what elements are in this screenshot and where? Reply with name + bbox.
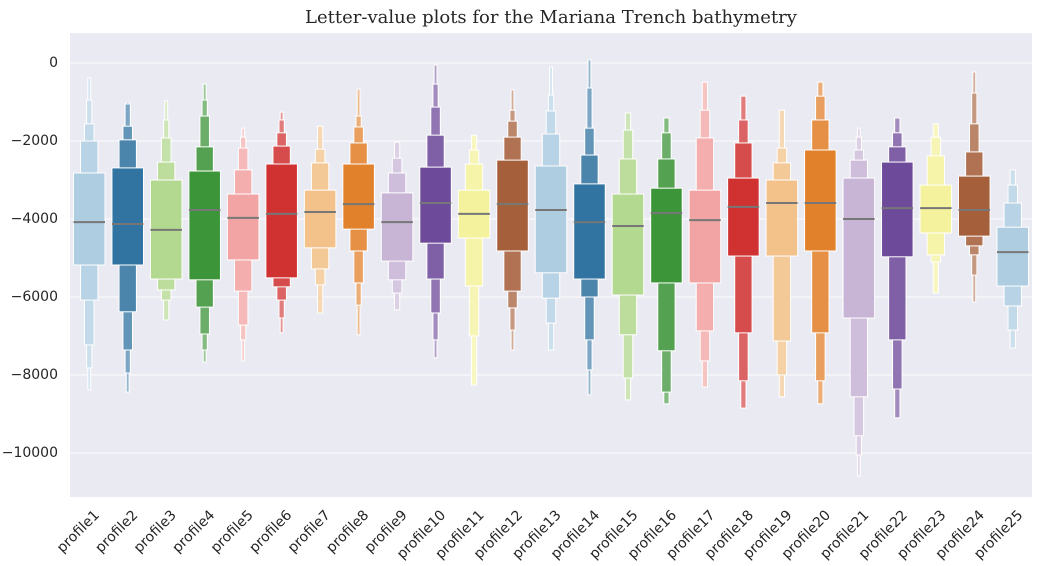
letter-value-box bbox=[804, 149, 837, 252]
letter-value-box bbox=[226, 193, 260, 261]
letter-value-box bbox=[72, 172, 106, 266]
letter-value-box bbox=[688, 189, 722, 284]
letter-value-box bbox=[611, 193, 645, 296]
letter-value-box bbox=[765, 179, 799, 257]
y-tick-label: −6000 bbox=[11, 289, 58, 305]
letter-value-box bbox=[303, 189, 337, 249]
y-tick-label: −8000 bbox=[11, 367, 58, 383]
letter-value-box bbox=[534, 165, 568, 274]
letter-value-box bbox=[881, 161, 914, 258]
letter-value-box bbox=[996, 226, 1030, 287]
chart-title: Letter-value plots for the Mariana Trenc… bbox=[305, 7, 798, 28]
letter-value-box bbox=[496, 159, 529, 252]
letter-value-box bbox=[958, 175, 991, 237]
letter-value-box bbox=[342, 163, 375, 230]
letter-value-box bbox=[419, 166, 452, 244]
letter-value-box bbox=[265, 163, 298, 279]
letter-value-box bbox=[842, 177, 876, 319]
y-tick-label: −10000 bbox=[2, 445, 58, 461]
y-tick-label: −4000 bbox=[11, 211, 58, 227]
letter-value-box bbox=[188, 170, 221, 281]
letter-value-box bbox=[650, 187, 683, 284]
letter-value-box bbox=[573, 183, 606, 280]
letter-value-box bbox=[111, 167, 144, 266]
y-tick-label: 0 bbox=[49, 55, 58, 71]
letter-value-box bbox=[727, 177, 760, 257]
letter-value-box bbox=[380, 192, 414, 262]
y-tick-label: −2000 bbox=[11, 133, 58, 149]
